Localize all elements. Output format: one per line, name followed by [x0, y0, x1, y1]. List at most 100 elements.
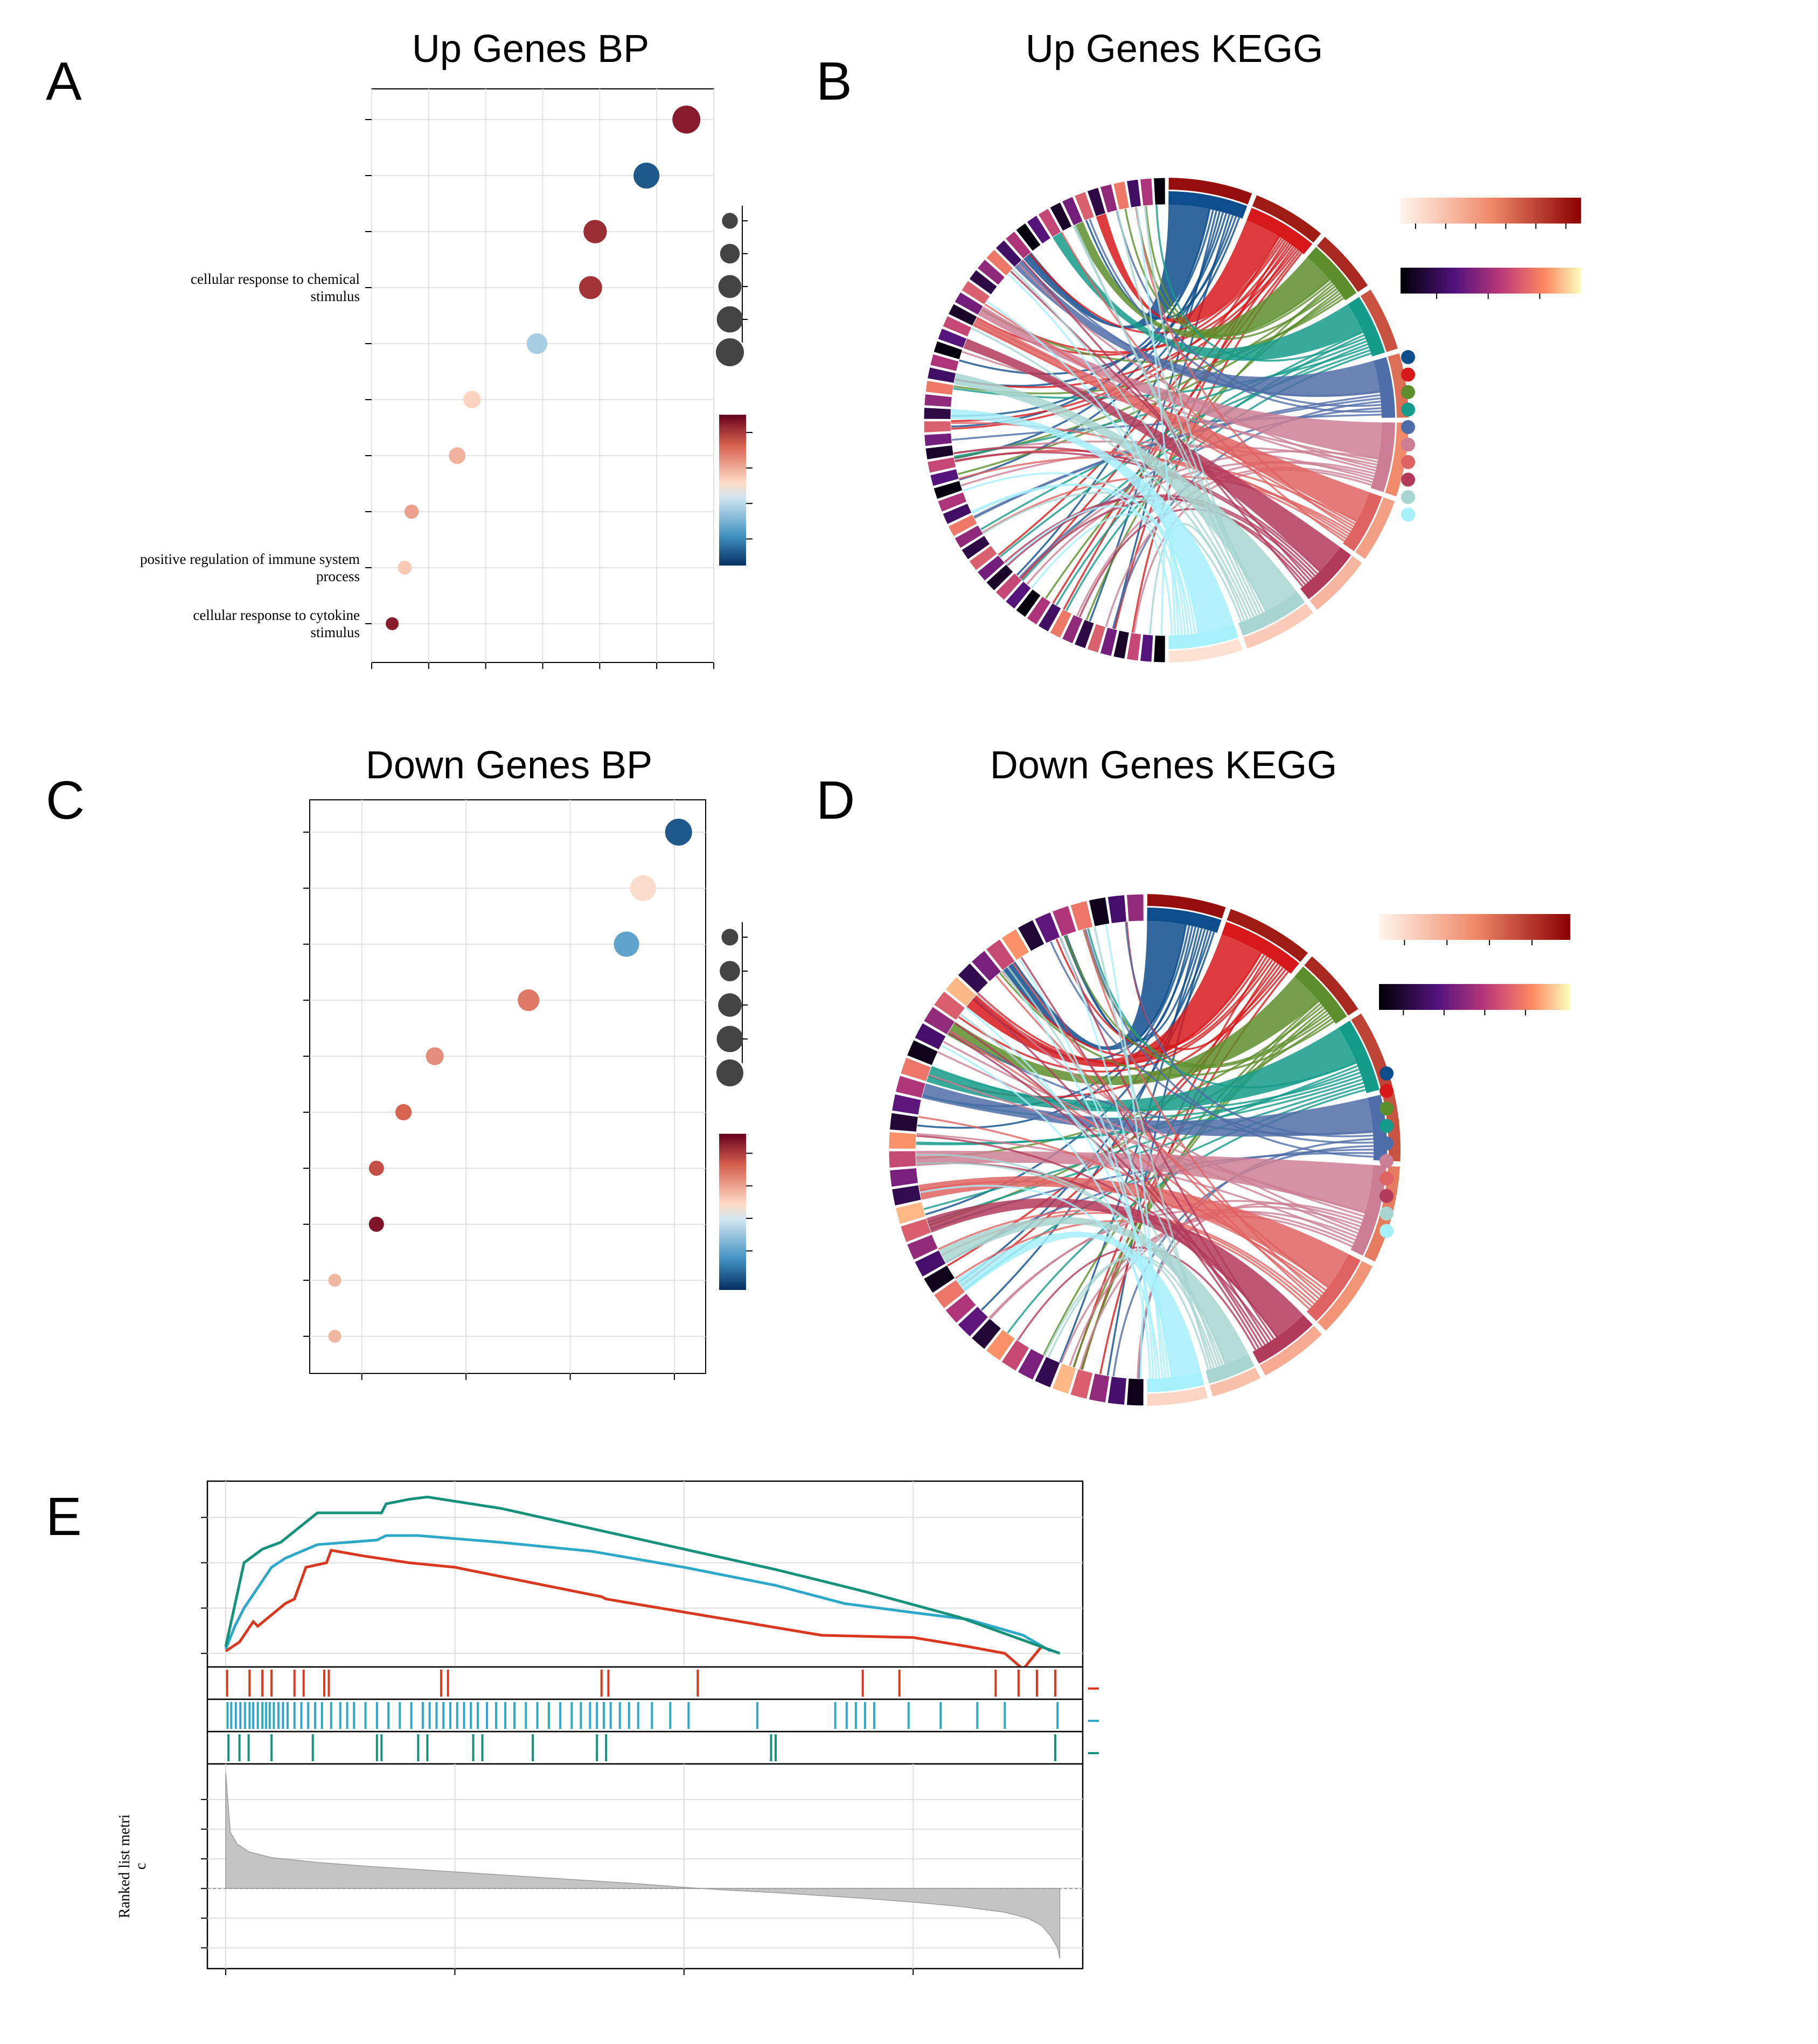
d-kegg-legend-swatch [1380, 1066, 1394, 1080]
b-gene-arc [1099, 184, 1118, 213]
d-link [977, 993, 1360, 1231]
b-pathway-arc [1168, 624, 1238, 649]
b-gene-arc [1074, 191, 1095, 221]
b-gene-arc [937, 492, 967, 513]
d-gene-arc [1088, 897, 1110, 927]
d-kegg-legend-swatch [1380, 1101, 1394, 1115]
d-pathway-arc [1338, 1021, 1380, 1093]
d-pathway-arc [1252, 1315, 1313, 1364]
d-gene-arc [985, 938, 1015, 971]
b-link [1116, 210, 1261, 615]
d-link [1063, 927, 1203, 1042]
b-link [1155, 205, 1366, 362]
b-gene-arc [1099, 627, 1118, 657]
d-link [1059, 937, 1275, 1340]
b-link [1144, 205, 1264, 613]
d-kegg-legend-swatch [1380, 1224, 1394, 1238]
a-category-label-line: process [316, 568, 360, 584]
d-gene-arc [914, 1022, 946, 1050]
b-link [1076, 461, 1375, 617]
a-category-label-line: stimulus [310, 288, 360, 304]
b-gene-arc [1026, 215, 1051, 245]
b-gene-arc [954, 525, 984, 549]
d-gene-arc [957, 1306, 989, 1337]
d-link [1049, 940, 1374, 1144]
a-dot [583, 220, 607, 243]
d-gene-arc [914, 1250, 946, 1278]
d-pathway-arc [1206, 1354, 1255, 1384]
b-gene-arc [1153, 634, 1166, 663]
d-link [1084, 929, 1374, 1158]
d-link [947, 1032, 1260, 1349]
es-line-1 [224, 1534, 1051, 1652]
d-pathway-arc [1147, 1371, 1204, 1392]
d-gene-arc [971, 1318, 1002, 1350]
panel-b-title: Up Genes KEGG [1026, 27, 1323, 71]
a-dot [526, 333, 548, 354]
b-link [954, 451, 1318, 575]
d-fc-legend-bar [1379, 984, 1570, 1010]
b-link [1012, 268, 1255, 618]
d-pathway-arc [1147, 908, 1222, 933]
b-gene-arc [927, 457, 957, 473]
d-gene-arc [933, 1279, 966, 1309]
rank-area [225, 1773, 1061, 1959]
a-category-label-line: positive regulation of immune system [140, 551, 360, 567]
d-kegg-legend-swatch [1380, 1171, 1394, 1185]
c-dot [368, 1160, 384, 1176]
b-kegg-legend-swatch [1401, 472, 1415, 487]
b-pathway-arc [1370, 422, 1395, 492]
b-kegg-legend-swatch [1401, 402, 1415, 417]
d-ribbon [966, 934, 1262, 1067]
b-gene-arc [1015, 222, 1041, 252]
c-size-legend-dot [721, 929, 739, 946]
d-pathway-pvalue-arc [1227, 909, 1308, 962]
b-gene-arc [969, 545, 998, 571]
panel-b-chord [923, 177, 1581, 663]
c-dot [614, 931, 639, 957]
panel-letter-e: E [46, 1487, 82, 1547]
a-size-legend-dot [718, 275, 742, 298]
d-pathway-pvalue-arc [1317, 1261, 1373, 1331]
es-line-0 [225, 1548, 1043, 1671]
b-pathway-pvalue-arc [1168, 639, 1243, 662]
d-ribbon [946, 976, 1319, 1085]
a-size-legend-dot [720, 243, 740, 264]
rank-ylabel-line: c [133, 1863, 149, 1869]
d-kegg-legend-swatch [1380, 1084, 1394, 1098]
b-kegg-legend-swatch [1401, 420, 1415, 434]
hit-strip-2 [206, 1731, 1084, 1765]
c-size-legend-dot [716, 1059, 743, 1086]
c-dot [518, 989, 540, 1011]
d-gene-arc [1034, 911, 1061, 944]
b-pathway-pvalue-arc [1317, 236, 1368, 292]
b-fc-legend-bar [1401, 268, 1581, 294]
d-pathway-pvalue-arc [1304, 956, 1359, 1016]
b-gene-arc [942, 503, 972, 525]
a-category-label-line: cellular response to cytokine [193, 607, 360, 623]
b-gene-arc [1049, 201, 1072, 232]
a-color-legend-bar [719, 415, 746, 566]
panel-c-title: Down Genes BP [366, 744, 652, 787]
d-link [953, 1022, 1266, 1345]
b-gene-arc [1126, 632, 1142, 661]
d-gene-arc [900, 1057, 932, 1082]
d-link [916, 1133, 1356, 1241]
c-dot [665, 819, 692, 846]
panel-d-chord [888, 894, 1570, 1406]
b-gene-arc [1026, 596, 1051, 625]
hit-strip-1 [206, 1698, 1084, 1733]
b-link [951, 213, 1228, 417]
d-pvalue-legend-bar [1379, 914, 1570, 940]
c-dot [426, 1047, 444, 1065]
b-link [1007, 273, 1186, 635]
d-gene-arc [1070, 1369, 1093, 1400]
b-link [1078, 508, 1309, 618]
d-link [1060, 937, 1167, 1378]
d-gene-arc [891, 1184, 922, 1206]
b-pvalue-legend-bar [1401, 198, 1581, 224]
b-link [959, 216, 1237, 375]
a-size-legend-dot [716, 306, 743, 333]
d-gene-arc [1051, 1363, 1077, 1394]
d-gene-arc [945, 1293, 977, 1324]
